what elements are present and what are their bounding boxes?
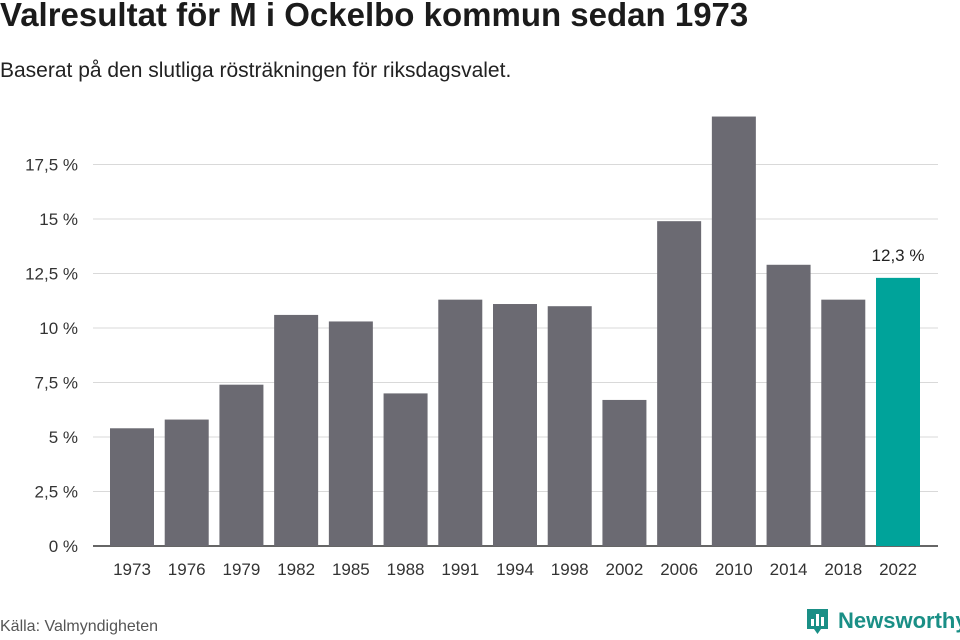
bar-1988: [383, 393, 428, 546]
bar-2018: [821, 299, 866, 546]
y-tick-label: 7,5 %: [35, 374, 78, 393]
bars: [110, 116, 920, 546]
x-tick-label: 2022: [879, 560, 917, 579]
bar-1998: [547, 306, 592, 546]
data-label: 12,3 %: [872, 246, 925, 265]
bar-1991: [438, 299, 483, 546]
bar-2014: [766, 264, 811, 546]
bar-2022: [876, 277, 920, 546]
y-tick-label: 5 %: [49, 428, 78, 447]
bar-2006: [657, 221, 702, 546]
y-tick-label: 0 %: [49, 537, 78, 556]
bar-1985: [328, 321, 373, 546]
y-tick-label: 10 %: [39, 319, 78, 338]
source-note: Källa: Valmyndigheten: [0, 618, 159, 635]
y-tick-label: 15 %: [39, 210, 78, 229]
bar-chart: 0 % 2,5 % 5 % 7,5 % 10 % 12,5 % 15 % 17,5 % 197…: [25, 116, 938, 579]
x-tick-label: 2014: [770, 560, 808, 579]
bar-1973: [110, 428, 154, 546]
data-labels: 12,3 %: [872, 246, 925, 265]
bar-1976: [164, 419, 209, 546]
x-tick-label: 1991: [441, 560, 479, 579]
x-tick-label: 2018: [824, 560, 862, 579]
chart-title: Valresultat för M i Ockelbo kommun sedan…: [0, 0, 749, 33]
brand-name: Newsworthy: [838, 608, 960, 633]
bar-2002: [602, 399, 647, 546]
y-tick-label: 2,5 %: [35, 483, 78, 502]
x-tick-label: 1973: [113, 560, 151, 579]
y-tick-label: 17,5 %: [25, 156, 78, 175]
brand-logo[interactable]: Newsworthy: [805, 606, 960, 636]
bar-1982: [274, 314, 319, 546]
bar-1994: [493, 304, 537, 546]
x-tick-label: 2006: [660, 560, 698, 579]
bar-1979: [219, 384, 264, 546]
x-tick-label: 1988: [387, 560, 425, 579]
bar-2010: [711, 116, 756, 546]
chart-subtitle: Baserat på den slutliga rösträkningen fö…: [0, 59, 512, 82]
y-axis-ticks: 0 % 2,5 % 5 % 7,5 % 10 % 12,5 % 15 % 17,5 %: [25, 156, 78, 557]
x-tick-label: 1982: [277, 560, 315, 579]
y-tick-label: 12,5 %: [25, 265, 78, 284]
x-tick-label: 1976: [168, 560, 206, 579]
x-tick-label: 1994: [496, 560, 534, 579]
x-tick-label: 2002: [606, 560, 644, 579]
x-tick-label: 2010: [715, 560, 753, 579]
x-tick-label: 1985: [332, 560, 370, 579]
x-tick-label: 1998: [551, 560, 589, 579]
x-axis-ticks: 1973 1976 1979 1982 1985 1988 1991 1994 1998 2002…: [113, 560, 917, 579]
bar-chart-logo-icon: [807, 609, 828, 634]
x-tick-label: 1979: [223, 560, 261, 579]
